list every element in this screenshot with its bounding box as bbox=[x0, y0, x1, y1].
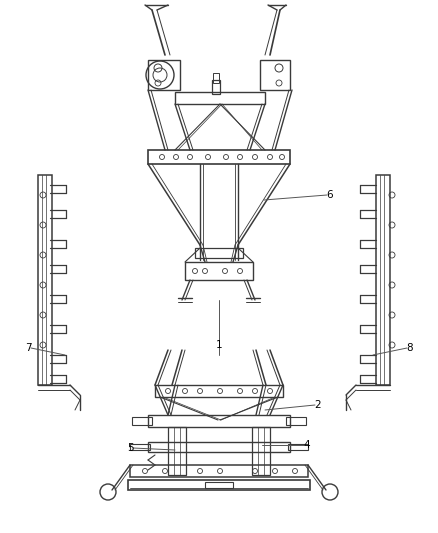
Bar bbox=[260, 60, 290, 90]
Bar bbox=[132, 417, 152, 425]
Bar bbox=[212, 80, 220, 94]
Bar bbox=[148, 442, 290, 452]
Bar bbox=[38, 175, 52, 385]
Bar bbox=[286, 417, 306, 425]
Bar bbox=[148, 60, 180, 90]
Bar bbox=[175, 92, 265, 104]
Text: 8: 8 bbox=[407, 343, 413, 353]
Bar bbox=[205, 482, 233, 488]
Bar bbox=[288, 444, 308, 450]
Bar bbox=[130, 444, 150, 450]
Bar bbox=[155, 385, 283, 397]
Bar bbox=[195, 248, 243, 258]
Text: 7: 7 bbox=[25, 343, 31, 353]
Bar bbox=[376, 175, 390, 385]
Bar bbox=[213, 73, 219, 83]
Text: 6: 6 bbox=[327, 190, 333, 200]
Bar bbox=[148, 150, 290, 164]
Text: 4: 4 bbox=[304, 440, 310, 450]
Text: 2: 2 bbox=[314, 400, 321, 410]
Bar bbox=[252, 427, 270, 475]
Text: 5: 5 bbox=[127, 443, 133, 453]
Bar bbox=[185, 262, 253, 280]
Bar bbox=[128, 480, 310, 490]
Text: 1: 1 bbox=[215, 340, 223, 350]
Bar bbox=[130, 465, 308, 477]
Bar bbox=[148, 415, 290, 427]
Bar bbox=[168, 427, 186, 475]
